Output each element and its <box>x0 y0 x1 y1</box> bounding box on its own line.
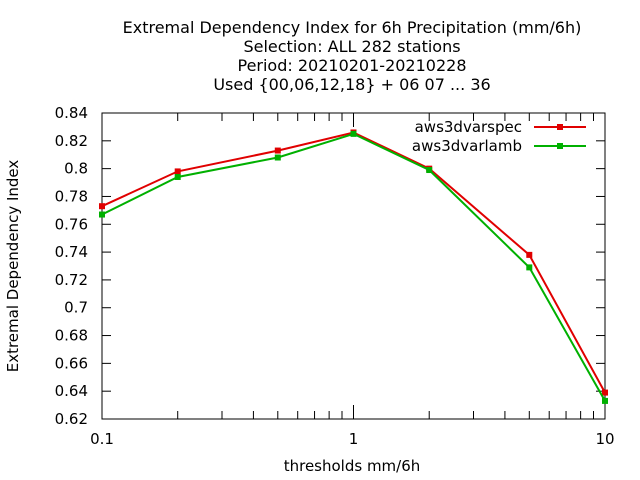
legend-label-aws3dvarlamb: aws3dvarlamb <box>412 137 522 155</box>
x-axis: 0.1 1 10 <box>90 113 615 448</box>
title-line-1: Extremal Dependency Index for 6h Precipi… <box>123 18 582 37</box>
data-point-aws3dvarlamb <box>174 173 181 180</box>
data-point-aws3dvarspec <box>526 251 533 258</box>
data-point-aws3dvarspec <box>174 168 181 175</box>
y-tick-label: 0.7 <box>64 299 88 317</box>
title-line-4: Used {00,06,12,18} + 06 07 ... 36 <box>213 75 490 94</box>
title-line-3: Period: 20210201-20210228 <box>237 56 466 75</box>
y-tick-label: 0.74 <box>55 243 88 261</box>
data-point-aws3dvarlamb <box>602 397 608 404</box>
y-axis: 0.62 0.64 0.66 0.68 0.7 0.72 0.74 0.76 0.78 0.8 0.… <box>55 104 605 428</box>
x-tick-label: 10 <box>595 430 614 448</box>
chart-title: Extremal Dependency Index for 6h Precipi… <box>123 18 582 94</box>
x-tick-label: 1 <box>349 430 359 448</box>
y-tick-label: 0.78 <box>55 187 88 205</box>
title-line-2: Selection: ALL 282 stations <box>243 37 460 56</box>
y-tick-label: 0.68 <box>55 327 88 345</box>
data-point-aws3dvarspec <box>274 147 281 154</box>
data-point-aws3dvarlamb <box>350 130 357 137</box>
x-axis-label: thresholds mm/6h <box>284 457 421 475</box>
y-tick-label: 0.76 <box>55 215 88 233</box>
y-axis-label: Extremal Dependency Index <box>4 160 22 373</box>
y-tick-label: 0.8 <box>64 160 88 178</box>
data-point-aws3dvarlamb <box>526 264 533 271</box>
y-tick-label: 0.84 <box>55 104 88 122</box>
series-layer <box>99 129 608 404</box>
y-tick-label: 0.66 <box>55 354 88 372</box>
y-tick-label: 0.62 <box>55 410 88 428</box>
data-point-aws3dvarlamb <box>274 154 281 161</box>
legend-marker-aws3dvarspec <box>557 124 563 130</box>
data-point-aws3dvarlamb <box>426 167 433 174</box>
data-point-aws3dvarspec <box>602 389 608 396</box>
legend-label-aws3dvarspec: aws3dvarspec <box>415 118 522 136</box>
x-tick-label: 0.1 <box>90 430 114 448</box>
y-tick-label: 0.82 <box>55 132 88 150</box>
y-tick-label: 0.72 <box>55 271 88 289</box>
data-point-aws3dvarlamb <box>99 211 105 218</box>
y-tick-label: 0.64 <box>55 382 88 400</box>
legend-marker-aws3dvarlamb <box>557 143 563 149</box>
data-point-aws3dvarspec <box>99 203 105 210</box>
